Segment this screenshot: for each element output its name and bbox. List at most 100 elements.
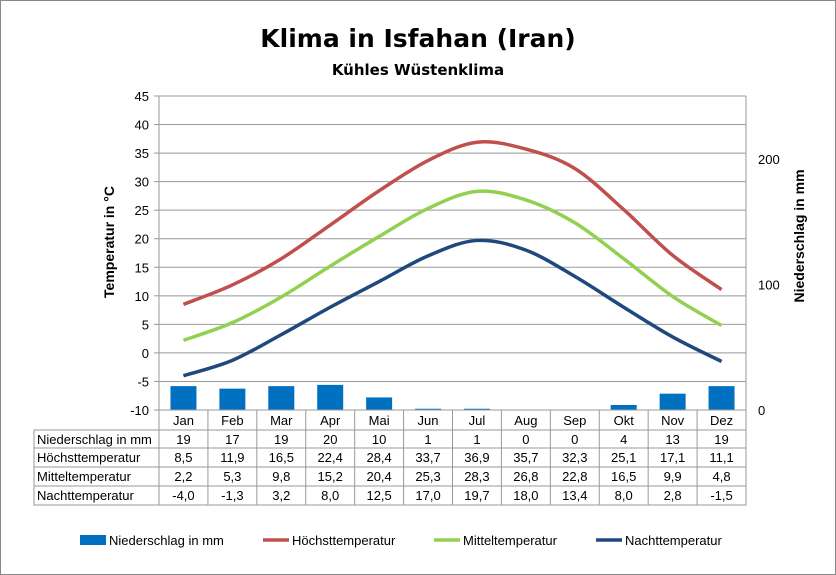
series-line-höchsttemperatur <box>182 140 723 307</box>
table-cell: 19 <box>714 432 728 447</box>
table-row-label: Mitteltemperatur <box>37 469 132 484</box>
table-cell: 28,4 <box>366 450 391 465</box>
legend-label: Nachttemperatur <box>625 533 722 548</box>
precip-bar <box>366 397 393 410</box>
y-tick-label: -5 <box>137 374 149 389</box>
table-cell: 20 <box>323 432 337 447</box>
chart-subtitle: Kühles Wüstenklima <box>331 61 505 79</box>
table-cell: 26,8 <box>513 469 538 484</box>
precip-bar <box>463 408 490 410</box>
series-line-nachttemperatur <box>182 238 723 378</box>
legend-label: Mitteltemperatur <box>463 533 558 548</box>
precip-bar <box>170 386 197 410</box>
table-cell: 4,8 <box>713 469 731 484</box>
precip-bar <box>659 393 686 410</box>
y-tick-label: 45 <box>135 89 149 104</box>
table-cell: 10 <box>372 432 386 447</box>
x-tick-label: Dez <box>710 413 733 428</box>
x-tick-label: Jan <box>173 413 194 428</box>
x-tick-label: Okt <box>614 413 635 428</box>
y-tick-label: 20 <box>135 232 149 247</box>
table-cell: 17,1 <box>660 450 685 465</box>
table-cell: -1,3 <box>221 488 243 503</box>
table-cell: 8,0 <box>615 488 633 503</box>
table-cell: 28,3 <box>464 469 489 484</box>
table-cell: 3,2 <box>272 488 290 503</box>
table-cell: 16,5 <box>611 469 636 484</box>
y2-tick-label: 0 <box>758 403 765 418</box>
table-cell: 5,3 <box>223 469 241 484</box>
table-cell: 35,7 <box>513 450 538 465</box>
table-cell: 11,1 <box>709 450 733 465</box>
table-cell: 0 <box>522 432 529 447</box>
precip-bar <box>610 404 637 410</box>
y-tick-label: 0 <box>142 346 149 361</box>
table-cell: 32,3 <box>562 450 587 465</box>
table-cell: 16,5 <box>269 450 294 465</box>
table-cell: 19 <box>274 432 288 447</box>
table-row-label: Höchsttemperatur <box>37 450 141 465</box>
table-cell: 18,0 <box>513 488 538 503</box>
table-cell: 20,4 <box>366 469 391 484</box>
y-axis-label: Temperatur in °C <box>101 186 117 298</box>
table-cell: 8,5 <box>174 450 192 465</box>
table-cell: -4,0 <box>172 488 194 503</box>
table-cell: 15,2 <box>318 469 343 484</box>
table-cell: 4 <box>620 432 627 447</box>
table-cell: 19 <box>176 432 190 447</box>
table-cell: 22,4 <box>318 450 343 465</box>
table-cell: 8,0 <box>321 488 339 503</box>
table-cell: 2,2 <box>174 469 192 484</box>
x-tick-label: Feb <box>221 413 243 428</box>
series-line-mitteltemperatur <box>182 189 723 342</box>
legend-label: Höchsttemperatur <box>292 533 396 548</box>
y-tick-label: 5 <box>142 317 149 332</box>
y2-tick-label: 200 <box>758 152 780 167</box>
table-cell: 9,9 <box>664 469 682 484</box>
x-tick-label: Mai <box>369 413 390 428</box>
precip-bar <box>219 388 246 410</box>
table-cell: 19,7 <box>464 488 489 503</box>
y-tick-label: -10 <box>130 403 149 418</box>
y-tick-label: 25 <box>135 203 149 218</box>
x-tick-label: Apr <box>320 413 341 428</box>
x-tick-label: Jun <box>418 413 439 428</box>
table-cell: 25,3 <box>415 469 440 484</box>
y-tick-label: 30 <box>135 175 149 190</box>
table-row-label: Niederschlag in mm <box>37 432 152 447</box>
y-tick-label: 35 <box>135 146 149 161</box>
x-tick-label: Sep <box>563 413 586 428</box>
y2-axis-label: Niederschlag in mm <box>791 169 807 302</box>
table-cell: 1 <box>424 432 431 447</box>
precip-bar <box>415 408 442 410</box>
x-tick-label: Aug <box>514 413 537 428</box>
legend-swatch <box>80 535 106 545</box>
table-cell: 22,8 <box>562 469 587 484</box>
table-cell: 13 <box>665 432 679 447</box>
table-cell: -1,5 <box>710 488 732 503</box>
table-cell: 33,7 <box>415 450 440 465</box>
legend-label: Niederschlag in mm <box>109 533 224 548</box>
y2-tick-label: 100 <box>758 277 780 292</box>
table-cell: 36,9 <box>464 450 489 465</box>
precip-bar <box>268 386 295 410</box>
table-cell: 11,9 <box>220 450 244 465</box>
table-cell: 17,0 <box>415 488 440 503</box>
table-row <box>33 485 747 506</box>
x-tick-label: Jul <box>469 413 486 428</box>
table-cell: 1 <box>473 432 480 447</box>
precip-bar <box>708 386 735 410</box>
table-row-label: Nachttemperatur <box>37 488 134 503</box>
y-tick-label: 40 <box>135 118 149 133</box>
table-cell: 12,5 <box>366 488 391 503</box>
table-cell: 13,4 <box>562 488 587 503</box>
table-cell: 9,8 <box>272 469 290 484</box>
table-cell: 2,8 <box>664 488 682 503</box>
chart-title: Klima in Isfahan (Iran) <box>260 24 576 53</box>
table-cell: 25,1 <box>611 450 636 465</box>
x-tick-label: Mar <box>270 413 293 428</box>
y-tick-label: 15 <box>135 260 149 275</box>
y-tick-label: 10 <box>135 289 149 304</box>
table-cell: 17 <box>225 432 239 447</box>
